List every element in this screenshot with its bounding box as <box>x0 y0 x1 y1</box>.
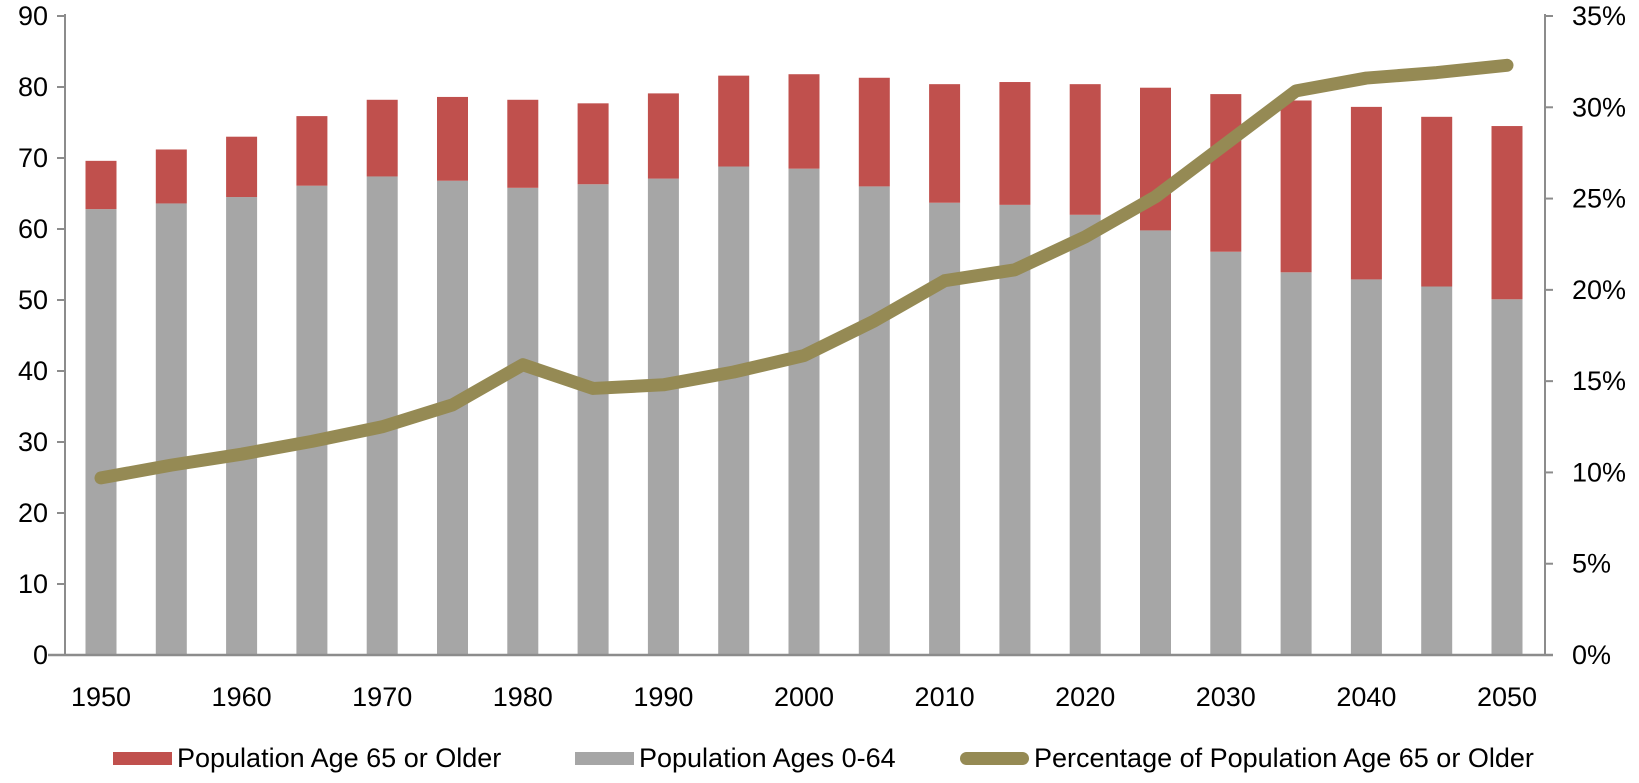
x-axis-label-1960: 1960 <box>212 682 272 712</box>
bar-population-age-65-or-older-2000 <box>788 74 820 169</box>
legend-swatch-age-65-or-older <box>113 751 172 765</box>
right-axis-label-20%: 20% <box>1572 275 1626 305</box>
left-axis-label-60: 60 <box>18 214 48 244</box>
bar-population-ages-0-64-1990 <box>647 178 679 655</box>
bar-population-age-65-or-older-1965 <box>296 116 328 186</box>
bar-population-ages-0-64-2005 <box>858 186 890 655</box>
bar-population-ages-0-64-1980 <box>507 187 539 655</box>
legend-label-percentage-line: Percentage of Population Age 65 or Older <box>1034 743 1534 773</box>
bar-population-age-65-or-older-2005 <box>858 77 890 187</box>
bar-population-ages-0-64-2015 <box>999 204 1031 656</box>
bar-population-age-65-or-older-1950 <box>85 160 117 210</box>
bar-population-ages-0-64-1965 <box>296 185 328 655</box>
x-axis-label-2010: 2010 <box>915 682 975 712</box>
right-axis-label-35%: 35% <box>1572 1 1626 31</box>
left-axis-label-40: 40 <box>18 356 48 386</box>
right-axis-label-15%: 15% <box>1572 366 1626 396</box>
bar-population-age-65-or-older-1975 <box>437 96 468 181</box>
left-axis-label-90: 90 <box>18 1 48 31</box>
x-axis-label-1970: 1970 <box>352 682 412 712</box>
x-axis-label-2040: 2040 <box>1336 682 1396 712</box>
right-axis-label-25%: 25% <box>1572 184 1626 214</box>
percentage-of-population-line <box>94 58 1514 485</box>
bar-population-ages-0-64-2010 <box>929 202 961 656</box>
left-axis-label-0: 0 <box>33 640 48 670</box>
x-axis-label-1950: 1950 <box>71 682 131 712</box>
left-axis-label-30: 30 <box>18 427 48 457</box>
bar-population-ages-0-64-1985 <box>577 184 609 655</box>
legend-item-age-65-or-older: Population Age 65 or Older <box>113 742 501 774</box>
bar-population-age-65-or-older-2015 <box>999 82 1031 205</box>
bar-population-age-65-or-older-1955 <box>155 149 187 204</box>
x-axis-label-1990: 1990 <box>633 682 693 712</box>
x-axis-label-1980: 1980 <box>493 682 553 712</box>
x-axis-label-2030: 2030 <box>1196 682 1256 712</box>
left-axis-label-10: 10 <box>18 569 48 599</box>
legend-swatch-percentage-line <box>960 751 1029 765</box>
bar-population-ages-0-64-2020 <box>1069 214 1101 656</box>
x-axis-label-2020: 2020 <box>1055 682 1115 712</box>
bar-population-age-65-or-older-1960 <box>226 136 258 198</box>
bar-population-ages-0-64-2040 <box>1350 279 1382 655</box>
bar-population-ages-0-64-2045 <box>1421 286 1453 655</box>
right-axis-label-5%: 5% <box>1572 549 1611 579</box>
bar-population-ages-0-64-2000 <box>788 168 820 655</box>
bar-population-age-65-or-older-1970 <box>366 99 398 177</box>
bar-population-age-65-or-older-1990 <box>647 93 679 179</box>
bar-population-ages-0-64-1955 <box>155 203 187 655</box>
legend-swatch-ages-0-64 <box>575 751 634 765</box>
bar-population-age-65-or-older-1995 <box>718 75 750 167</box>
bar-population-ages-0-64-1970 <box>366 176 398 655</box>
right-axis-label-0%: 0% <box>1572 640 1611 670</box>
chart-legend: Population Age 65 or Older Population Ag… <box>0 742 1639 774</box>
right-axis-label-10%: 10% <box>1572 457 1626 487</box>
left-axis-label-20: 20 <box>18 498 48 528</box>
bar-population-ages-0-64-1995 <box>718 166 750 655</box>
left-axis-label-50: 50 <box>18 285 48 315</box>
bar-population-age-65-or-older-1985 <box>577 103 609 185</box>
bar-population-ages-0-64-2035 <box>1280 272 1312 655</box>
legend-label-age-65-or-older: Population Age 65 or Older <box>177 743 502 773</box>
left-axis-label-80: 80 <box>18 72 48 102</box>
legend-item-percentage-line: Percentage of Population Age 65 or Older <box>960 742 1534 774</box>
bar-population-ages-0-64-2030 <box>1210 251 1242 655</box>
legend-label-ages-0-64: Population Ages 0-64 <box>639 743 896 773</box>
left-axis-label-70: 70 <box>18 143 48 173</box>
right-axis-label-30%: 30% <box>1572 92 1626 122</box>
bar-population-age-65-or-older-1980 <box>507 99 539 188</box>
x-axis-label-2050: 2050 <box>1477 682 1537 712</box>
bar-population-age-65-or-older-2020 <box>1069 84 1101 215</box>
legend-item-ages-0-64: Population Ages 0-64 <box>575 742 896 774</box>
bar-population-ages-0-64-1950 <box>85 209 117 655</box>
bar-population-age-65-or-older-2040 <box>1350 106 1382 280</box>
bar-population-age-65-or-older-2045 <box>1421 116 1453 287</box>
bar-population-ages-0-64-2050 <box>1491 299 1523 655</box>
bar-population-age-65-or-older-2010 <box>929 84 961 203</box>
bar-population-age-65-or-older-2050 <box>1491 126 1523 300</box>
x-axis-label-2000: 2000 <box>774 682 834 712</box>
bar-population-ages-0-64-2025 <box>1140 230 1171 656</box>
bar-population-age-65-or-older-2035 <box>1280 100 1312 273</box>
bar-population-age-65-or-older-2030 <box>1210 94 1242 252</box>
bar-population-ages-0-64-1975 <box>437 180 468 655</box>
bar-population-ages-0-64-1960 <box>226 197 258 656</box>
